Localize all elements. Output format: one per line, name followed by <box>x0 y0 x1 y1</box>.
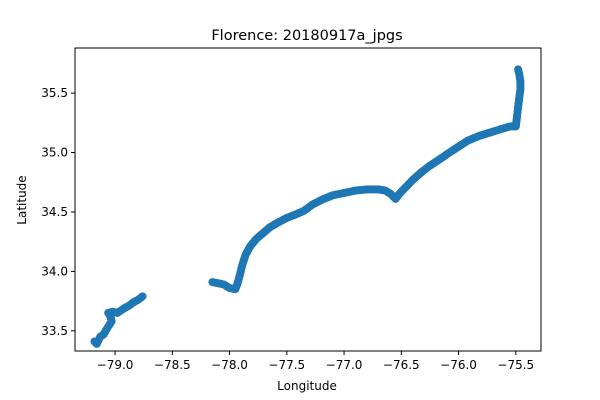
x-tick-label: −77.0 <box>326 358 363 372</box>
x-tick-label: −78.0 <box>211 358 248 372</box>
data-point <box>514 65 523 74</box>
x-tick-label: −79.0 <box>97 358 134 372</box>
x-tick-label: −76.5 <box>383 358 420 372</box>
chart-title: Florence: 20180917a_jpgs <box>211 28 402 44</box>
y-tick-label: 35.0 <box>41 146 68 160</box>
series-1 <box>208 65 525 294</box>
y-tick-label: 34.0 <box>41 264 68 278</box>
y-axis-label: Latitude <box>15 175 29 224</box>
y-axis: 33.5 34.0 34.5 35.0 35.5 <box>41 86 75 338</box>
plot-area <box>74 47 542 352</box>
plot-background <box>75 48 541 351</box>
x-axis-label: Longitude <box>277 379 337 393</box>
y-tick-label: 33.5 <box>41 324 68 338</box>
markers-layer <box>90 65 525 348</box>
y-tick-label: 34.5 <box>41 205 68 219</box>
x-tick-label: −77.5 <box>268 358 305 372</box>
x-tick-label: −76.0 <box>440 358 477 372</box>
x-tick-label: −75.5 <box>497 358 534 372</box>
x-tick-label: −78.5 <box>154 358 191 372</box>
plot-frame <box>74 47 542 352</box>
data-point <box>138 292 147 301</box>
y-tick-label: 35.5 <box>41 86 68 100</box>
x-axis: −79.0 −78.5 −78.0 −77.5 −77.0 −76.5 −76.0 −75.5 <box>97 351 534 372</box>
series-0 <box>90 292 147 348</box>
